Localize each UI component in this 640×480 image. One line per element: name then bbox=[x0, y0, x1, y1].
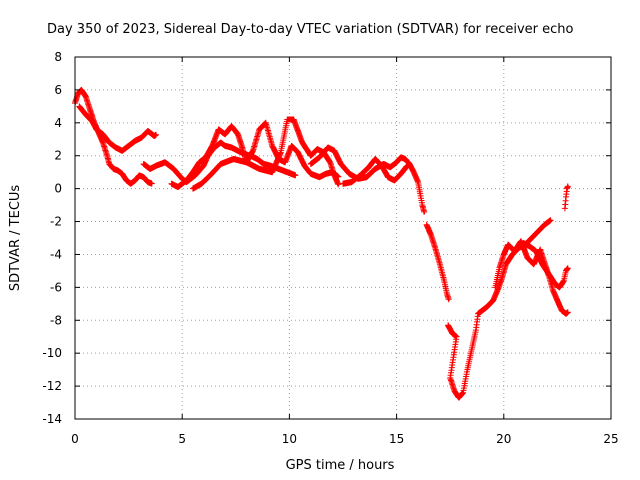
series-tracks-end bbox=[520, 239, 571, 291]
data-series bbox=[72, 86, 571, 401]
series-tracks-drop bbox=[423, 221, 452, 303]
plot-frame bbox=[74, 56, 612, 420]
x-tick-label: 0 bbox=[71, 432, 79, 446]
x-tick-label: 5 bbox=[178, 432, 186, 446]
data-point bbox=[564, 309, 571, 316]
y-tick-label: -14 bbox=[42, 412, 62, 426]
series-tracks-late bbox=[307, 144, 428, 215]
data-point bbox=[445, 296, 452, 303]
series-tracks-final bbox=[561, 183, 571, 212]
x-axis-title: GPS time / hours bbox=[286, 458, 395, 473]
y-tick-label: 2 bbox=[54, 149, 62, 163]
x-tick-label: 15 bbox=[389, 432, 404, 446]
data-point bbox=[564, 265, 571, 272]
y-tick-label: -8 bbox=[50, 313, 62, 327]
axis-ticks: 0 5 10 15 20 25 -14 -12 -10 -8 -6 -4 -2 0 2 4 6 8 bbox=[42, 50, 618, 446]
x-tick-label: 10 bbox=[282, 432, 297, 446]
series-tracks-arc-1 bbox=[76, 103, 159, 154]
data-point bbox=[564, 183, 571, 190]
y-tick-label: 4 bbox=[54, 116, 62, 130]
y-tick-label: 6 bbox=[54, 83, 62, 97]
data-point bbox=[421, 208, 428, 215]
data-point bbox=[403, 163, 410, 170]
data-point bbox=[148, 180, 155, 187]
y-tick-label: -12 bbox=[42, 379, 62, 393]
x-tick-label: 20 bbox=[496, 432, 511, 446]
data-point bbox=[292, 172, 299, 179]
y-tick-label: -6 bbox=[50, 280, 62, 294]
series-track bbox=[447, 219, 552, 399]
plot-title: Day 350 of 2023, Sidereal Day-to-day VTE… bbox=[47, 22, 574, 37]
series-tracks-trough bbox=[445, 217, 554, 401]
data-point bbox=[153, 131, 159, 138]
series-tracks-mid bbox=[140, 139, 299, 186]
series-tracks-late-2 bbox=[340, 156, 410, 187]
data-point bbox=[547, 217, 554, 224]
series-tracks-mid-2 bbox=[168, 119, 342, 190]
y-tick-label: -10 bbox=[42, 346, 62, 360]
y-tick-label: -2 bbox=[50, 215, 62, 229]
y-axis-title: SDTVAR / TECUs bbox=[8, 185, 23, 292]
data-point bbox=[335, 181, 342, 188]
x-tick-label: 25 bbox=[603, 432, 618, 446]
y-tick-label: -4 bbox=[50, 247, 62, 261]
y-tick-label: 8 bbox=[54, 50, 62, 64]
grid bbox=[75, 57, 611, 419]
y-tick-label: 0 bbox=[54, 182, 62, 196]
